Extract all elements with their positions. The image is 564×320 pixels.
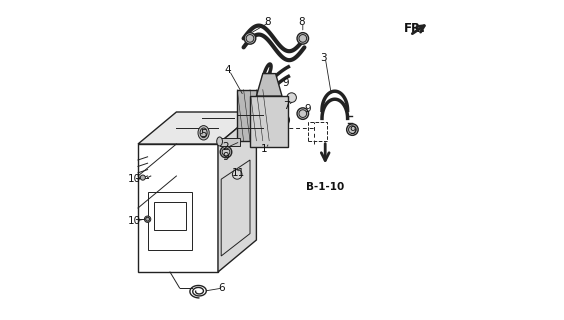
Polygon shape bbox=[138, 112, 257, 144]
Circle shape bbox=[144, 216, 151, 222]
Text: 9: 9 bbox=[223, 152, 230, 162]
Text: 9: 9 bbox=[282, 78, 289, 88]
Circle shape bbox=[347, 124, 358, 135]
Circle shape bbox=[220, 146, 232, 158]
Text: 5: 5 bbox=[200, 129, 207, 140]
Circle shape bbox=[297, 33, 309, 44]
Bar bbox=[307, 122, 327, 141]
Polygon shape bbox=[237, 90, 263, 141]
Ellipse shape bbox=[217, 137, 222, 146]
Text: 8: 8 bbox=[298, 17, 305, 28]
Text: FR.: FR. bbox=[404, 22, 426, 35]
Text: 2: 2 bbox=[223, 142, 230, 152]
Text: 10: 10 bbox=[128, 174, 142, 184]
Text: 3: 3 bbox=[320, 52, 327, 63]
Text: 11: 11 bbox=[232, 168, 245, 178]
Text: 8: 8 bbox=[265, 17, 271, 28]
Text: 9: 9 bbox=[305, 104, 311, 114]
Polygon shape bbox=[257, 74, 282, 96]
Circle shape bbox=[278, 114, 289, 126]
Circle shape bbox=[297, 108, 309, 119]
Text: 9: 9 bbox=[349, 126, 356, 136]
Text: 7: 7 bbox=[284, 100, 290, 111]
Circle shape bbox=[140, 175, 146, 180]
Ellipse shape bbox=[198, 126, 209, 140]
Text: 4: 4 bbox=[224, 65, 231, 76]
Text: 10: 10 bbox=[128, 216, 142, 226]
Text: B-1-10: B-1-10 bbox=[306, 182, 345, 192]
Text: 6: 6 bbox=[218, 283, 224, 293]
Circle shape bbox=[244, 33, 255, 44]
Text: 1: 1 bbox=[261, 144, 268, 154]
Polygon shape bbox=[250, 96, 288, 147]
Polygon shape bbox=[218, 112, 257, 272]
Circle shape bbox=[287, 93, 297, 102]
Bar bbox=[219, 138, 240, 146]
Circle shape bbox=[232, 170, 242, 179]
